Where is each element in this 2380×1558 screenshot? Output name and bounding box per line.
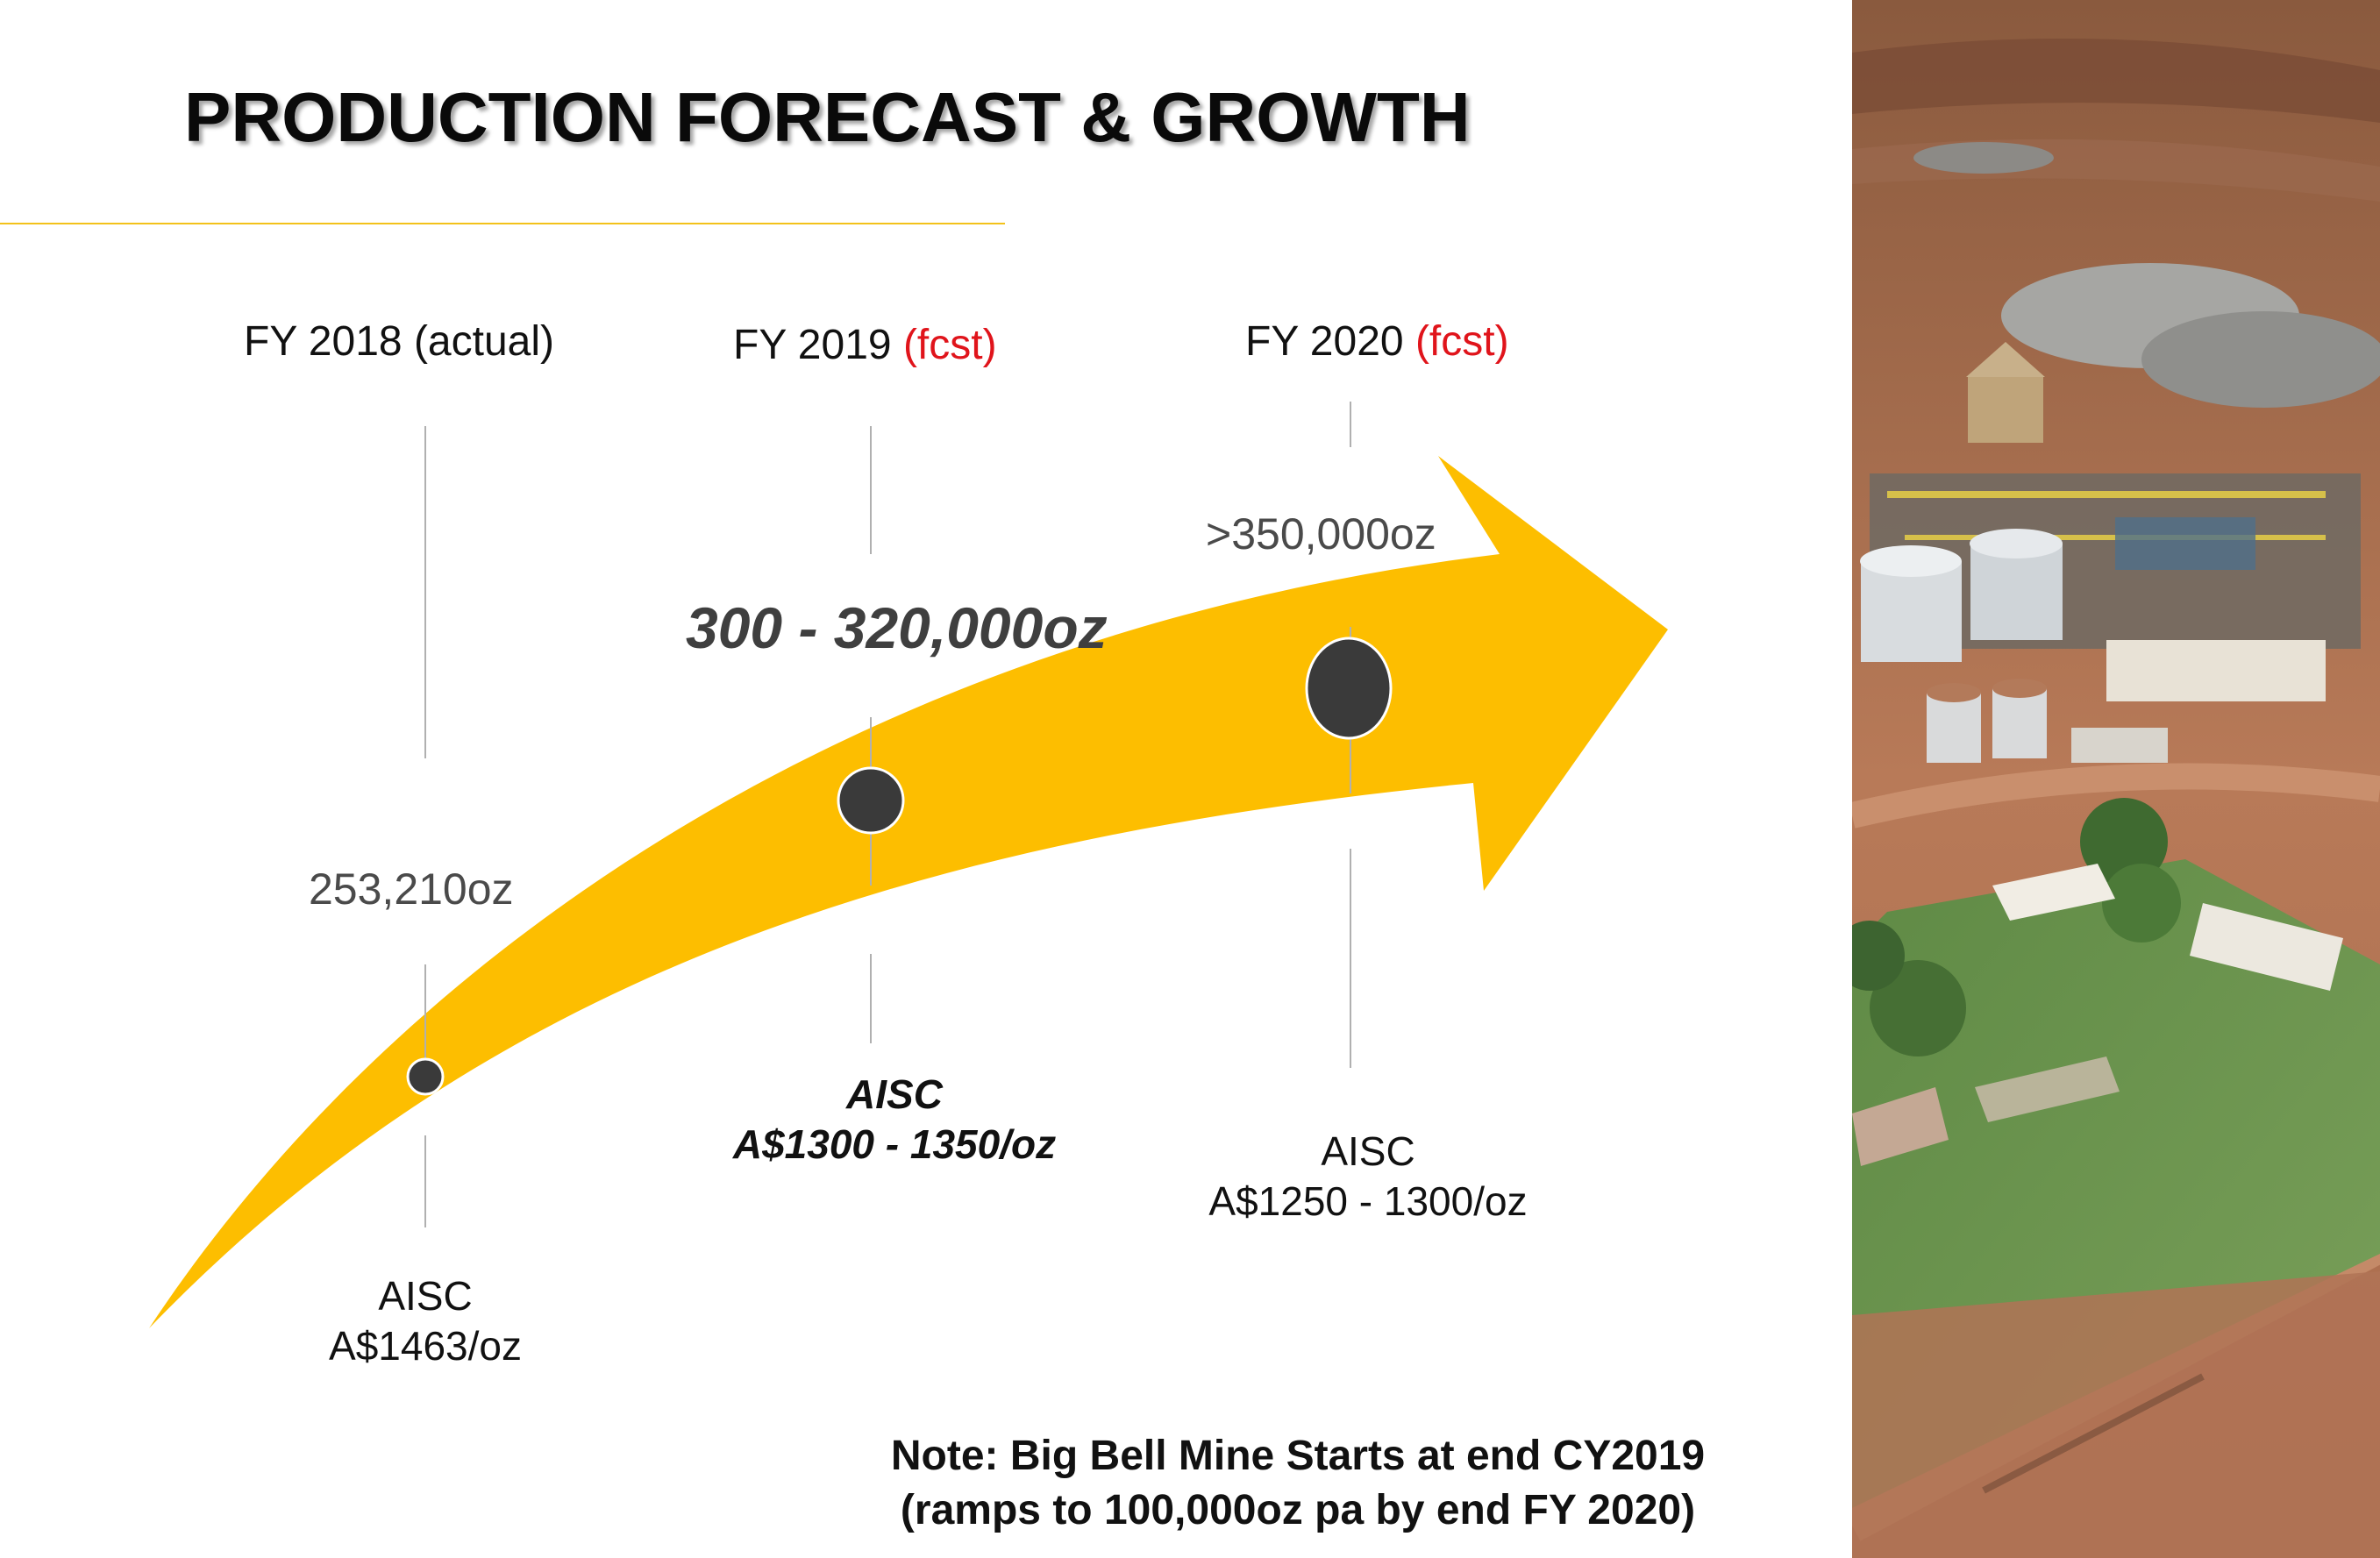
- fy2019-aisc-value: A$1300 - 1350/oz: [732, 1121, 1057, 1167]
- fy2018-production: 253,210oz: [309, 864, 514, 914]
- growth-arrow: [149, 456, 1668, 1328]
- footnote-line2: (ramps to 100,000oz pa by end FY 2020): [900, 1487, 1696, 1533]
- mine-site-aerial-photo: [1852, 0, 2380, 1558]
- marker-fy2020: [1305, 637, 1393, 740]
- title-underline: [0, 223, 1005, 224]
- fy2018-year: FY 2018: [244, 318, 403, 365]
- fy2020-production: >350,000oz: [1206, 509, 1436, 558]
- fy2020-aisc-label: AISC: [1321, 1128, 1415, 1174]
- fy2020-aisc-value: A$1250 - 1300/oz: [1208, 1178, 1528, 1224]
- fy2020-aisc: AISC A$1250 - 1300/oz: [1184, 1127, 1552, 1227]
- fy2018-status: (actual): [413, 318, 554, 365]
- mine-site-photo-drawing: [1852, 0, 2380, 1558]
- footnote: Note: Big Bell Mine Starts at end CY2019…: [807, 1429, 1789, 1538]
- fy2018-aisc: AISC A$1463/oz: [294, 1271, 557, 1371]
- fy2019-aisc: AISC A$1300 - 1350/oz: [684, 1070, 1105, 1170]
- growth-arrow-diagram: [149, 402, 1668, 1328]
- fy2018-aisc-label: AISC: [378, 1273, 473, 1319]
- fy2019-header: FY 2019 (fcst): [733, 321, 997, 369]
- fy2019-status: (fcst): [902, 322, 997, 368]
- fy2019-aisc-label: AISC: [846, 1071, 943, 1117]
- fy2019-production: 300 - 320,000oz: [686, 595, 1108, 660]
- footnote-line1: Note: Big Bell Mine Starts at end CY2019: [890, 1433, 1706, 1479]
- page-title: PRODUCTION FORECAST & GROWTH: [184, 78, 1471, 156]
- fy2020-header: FY 2020 (fcst): [1245, 317, 1509, 366]
- fy2018-aisc-value: A$1463/oz: [329, 1323, 522, 1369]
- fy2020-year: FY 2020: [1245, 318, 1404, 365]
- fy2018-header: FY 2018 (actual): [244, 317, 554, 366]
- fy2020-status: (fcst): [1414, 318, 1509, 365]
- fy2019-year: FY 2019: [733, 322, 892, 368]
- marker-fy2018: [406, 1057, 445, 1096]
- marker-fy2019: [837, 766, 905, 835]
